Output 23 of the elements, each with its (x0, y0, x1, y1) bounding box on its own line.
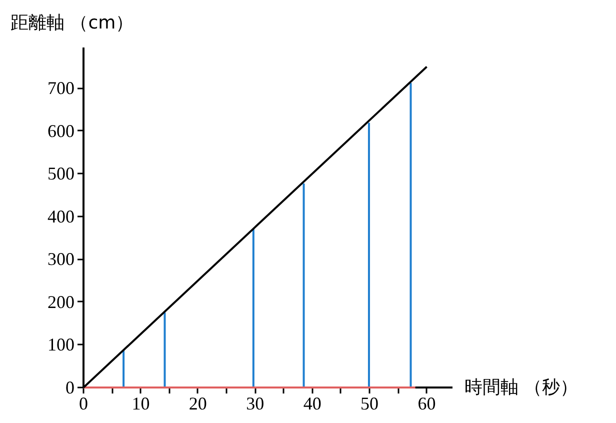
x-tick-label: 60 (418, 394, 436, 414)
x-tick-label: 0 (79, 394, 88, 414)
y-tick-label: 700 (48, 78, 74, 98)
x-tick-label: 40 (303, 394, 322, 414)
x-axis-title: 時間軸 （秒） (464, 377, 578, 398)
bar (252, 229, 254, 388)
y-tick-label: 0 (66, 378, 74, 398)
x-tick-label: 30 (246, 394, 264, 414)
bar (410, 82, 412, 388)
y-tick-label: 500 (48, 164, 74, 184)
y-tick-label: 300 (48, 249, 74, 270)
bar (164, 312, 166, 388)
x-tick-label: 10 (132, 394, 150, 414)
x-tick-label: 20 (188, 394, 207, 414)
bar (368, 122, 370, 388)
y-tick-label: 200 (48, 292, 74, 312)
y-tick-label: 600 (48, 120, 74, 141)
y-tick-label: 100 (48, 334, 74, 355)
y-tick-label: 400 (48, 206, 74, 226)
bar (302, 184, 305, 388)
y-axis-title: 距離軸 （cm） (10, 12, 134, 34)
bar (122, 350, 125, 388)
x-tick-label: 50 (360, 394, 379, 414)
